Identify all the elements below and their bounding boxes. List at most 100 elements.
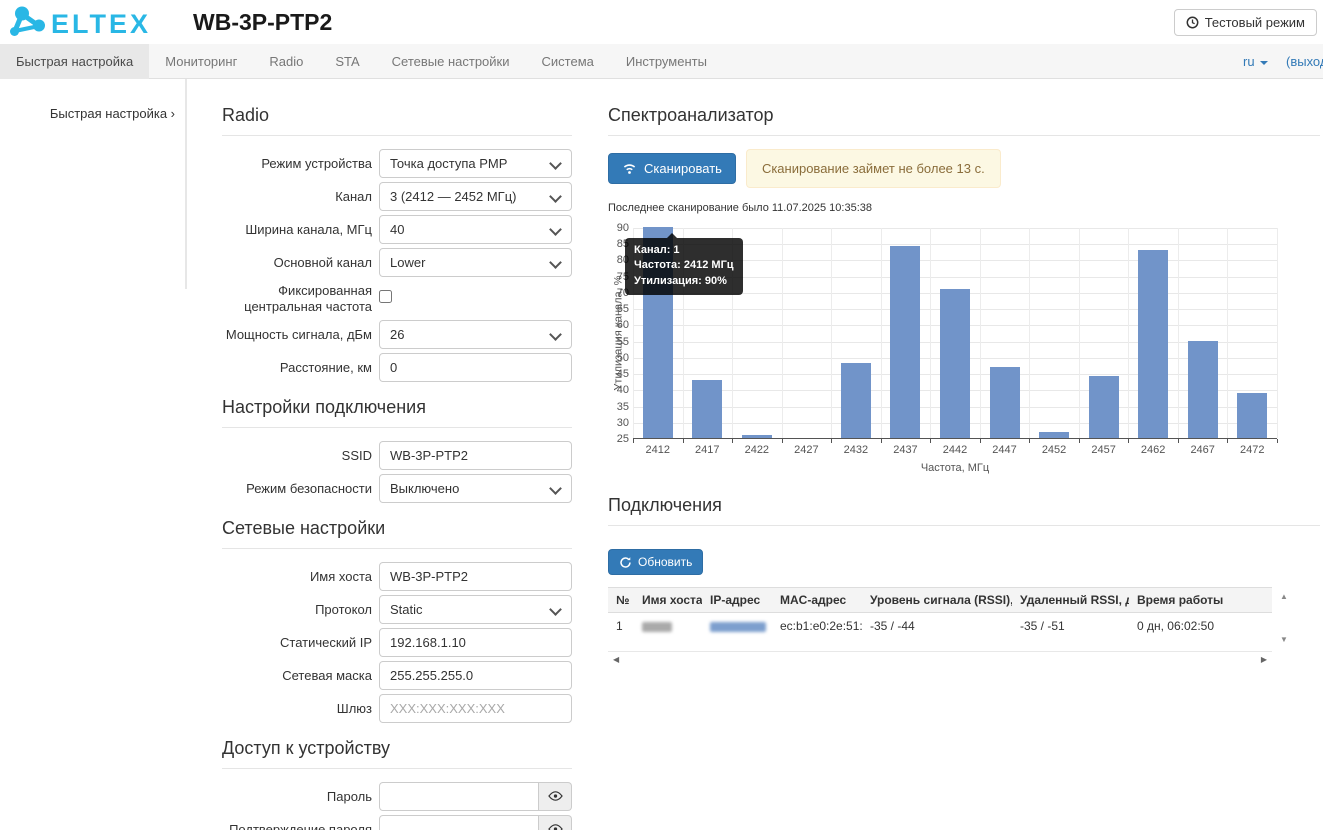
chart-bar-2457[interactable]	[1088, 376, 1119, 438]
chart-bar-2422[interactable]	[741, 434, 772, 438]
chart-bar-2452[interactable]	[1039, 431, 1070, 438]
scan-notice-alert: Сканирование займет не более 13 с.	[745, 149, 1001, 188]
tab-radio[interactable]: Radio	[269, 54, 304, 69]
chart-bar-2447[interactable]	[989, 366, 1020, 438]
field-label-channel-width: Ширина канала, МГц	[245, 222, 372, 237]
scroll-left-icon[interactable]: ◀	[613, 655, 620, 664]
chart-bar-2472[interactable]	[1237, 392, 1268, 438]
y-tick-label: 60	[616, 319, 629, 332]
scroll-up-icon[interactable]: ▲	[1280, 592, 1288, 601]
settings-form-column: Radio Режим устройства Точка доступа PMP Ка…	[222, 79, 572, 830]
column-header: Время работы	[1129, 587, 1272, 613]
language-dropdown[interactable]: ru	[1243, 44, 1268, 79]
form-row: Протокол Static	[222, 594, 572, 624]
tab-sta[interactable]: STA	[335, 54, 360, 69]
chart-bar-2467[interactable]	[1187, 340, 1218, 438]
field-control-password	[379, 781, 572, 811]
chart-bar-2442[interactable]	[940, 288, 970, 438]
x-tick-label: 2447	[992, 444, 1017, 456]
y-tick-label: 50	[616, 351, 629, 364]
field-label-channel: Канал	[335, 189, 372, 204]
field-label-password: Пароль	[326, 788, 372, 804]
chart-bar-2437[interactable]	[890, 246, 921, 438]
page-title: WB-3P-PTP2	[193, 9, 333, 35]
x-tick-mark	[831, 439, 833, 443]
input-static-ip[interactable]	[379, 627, 572, 657]
section-title: Настройки подключения	[222, 397, 572, 428]
input-password-confirm[interactable]	[379, 814, 539, 830]
input-ssid[interactable]	[379, 440, 572, 470]
select-value-main-channel: Lower	[390, 255, 426, 270]
x-tick-mark	[781, 439, 783, 443]
y-tick-label: 45	[616, 368, 629, 381]
tab-tools[interactable]: Инструменты	[625, 54, 707, 69]
y-tick-label: 90	[616, 222, 629, 234]
tooltip-channel: Канал: 1	[634, 244, 680, 256]
tooltip-utilization: Утилизация: 90%	[634, 274, 727, 287]
input-netmask[interactable]	[379, 660, 572, 690]
scan-button[interactable]: Сканировать	[608, 153, 736, 184]
scroll-down-icon[interactable]: ▼	[1280, 635, 1288, 644]
field-label-password-confirm: Подтверждение пароля	[229, 821, 372, 830]
select-main-channel[interactable]: Lower	[379, 248, 572, 277]
select-value-channel: 3 (2412 — 2452 МГц)	[390, 189, 517, 204]
tab-monitoring[interactable]: Мониторинг	[165, 54, 238, 69]
field-control-static-ip	[379, 627, 572, 657]
client-ip-link[interactable]	[710, 621, 766, 632]
select-channel-width[interactable]: 40	[379, 215, 572, 244]
v-gridline	[732, 228, 734, 438]
x-tick-mark	[930, 439, 932, 443]
x-tick-label: 2452	[1041, 444, 1067, 456]
logout-link[interactable]: (выход)	[1286, 54, 1323, 69]
section-title: Radio	[222, 105, 572, 136]
form-row: Шлюз	[222, 693, 572, 723]
checkbox-fixed-central-frequency[interactable]	[379, 290, 392, 303]
input-hostname[interactable]	[379, 561, 572, 591]
select-channel[interactable]: 3 (2412 — 2452 МГц)	[379, 182, 572, 211]
reveal-password-button[interactable]	[539, 814, 572, 830]
field-control-channel-width: 40	[379, 215, 572, 244]
x-tick-mark	[1227, 439, 1229, 443]
config-form: Radio Режим устройства Точка доступа PMP Ка…	[222, 105, 572, 830]
wifi-icon	[623, 164, 636, 174]
form-row: SSID	[222, 440, 572, 470]
scroll-right-icon[interactable]: ▶	[1260, 655, 1267, 664]
v-gridline	[781, 228, 783, 438]
tab-system[interactable]: Система	[541, 54, 594, 69]
x-tick-label: 2442	[942, 444, 968, 456]
select-security-mode[interactable]: Выключено	[379, 473, 572, 503]
chart-bar-2417[interactable]	[692, 379, 723, 438]
input-gateway[interactable]	[379, 693, 572, 723]
v-gridline	[682, 228, 684, 438]
field-control-distance	[379, 352, 572, 382]
password-group-password-confirm	[379, 814, 572, 830]
form-row: Ширина канала, МГц 40	[222, 215, 572, 244]
tab-quick-setup[interactable]: Быстрая настройка	[0, 44, 150, 79]
eltex-logo: ELTEX	[10, 6, 148, 39]
chart-bar-2432[interactable]	[840, 363, 871, 438]
form-row: Статический IP	[222, 627, 572, 657]
refresh-button[interactable]: Обновить	[608, 549, 704, 575]
select-device-mode[interactable]: Точка доступа PMP	[379, 149, 572, 178]
reveal-password-button[interactable]	[539, 781, 572, 811]
tab-network-settings[interactable]: Сетевые настройки	[391, 54, 510, 69]
column-header: MAC-адрес	[772, 587, 862, 613]
x-tick-label: 2412	[645, 444, 670, 456]
chart-bar-2462[interactable]	[1138, 249, 1169, 438]
table-cell	[634, 613, 702, 640]
breadcrumb[interactable]: Быстрая настройка ›	[49, 106, 175, 121]
test-mode-button[interactable]: Тестовый режим	[1173, 9, 1317, 36]
input-distance[interactable]	[379, 352, 572, 382]
select-value-device-mode: Точка доступа PMP	[390, 156, 508, 171]
y-tick-label: 55	[616, 335, 629, 348]
h-gridline	[633, 244, 1277, 246]
v-gridline	[1177, 228, 1179, 438]
field-control-tx-power: 26	[379, 319, 572, 349]
form-row: Режим устройства Точка доступа PMP	[222, 149, 572, 178]
form-row: Подтверждение пароля	[222, 814, 572, 830]
select-protocol[interactable]: Static	[379, 594, 572, 624]
select-tx-power[interactable]: 26	[379, 319, 572, 349]
table-horizontal-scroll: ◀ ▶	[608, 652, 1272, 668]
sidebar: Быстрая настройка ›	[0, 79, 187, 289]
input-password[interactable]	[379, 781, 539, 811]
